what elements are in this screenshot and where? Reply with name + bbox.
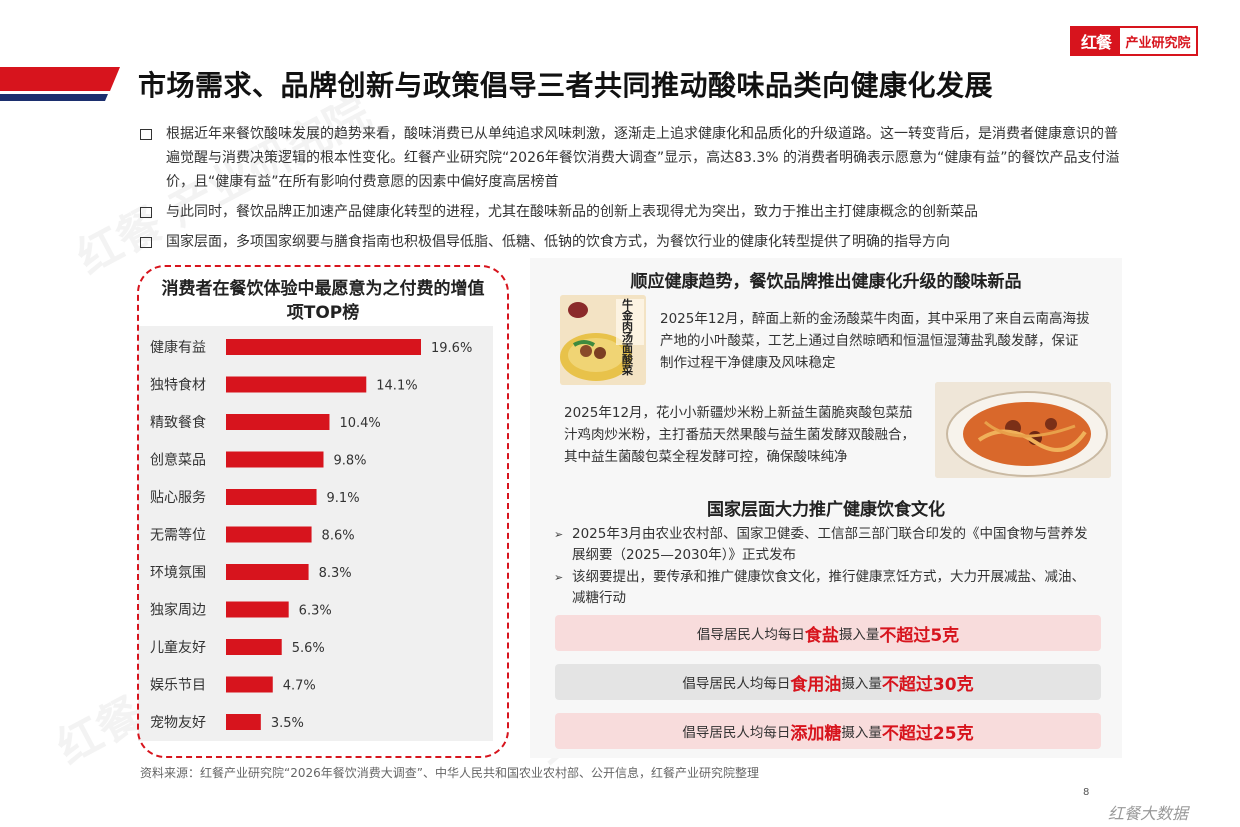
list-item: ➢ 该纲要提出，要传承和推广健康饮食文化，推行健康烹饪方式，大力开展减盐、减油、… bbox=[554, 567, 1094, 609]
bar-value-label: 4.7% bbox=[283, 679, 316, 694]
bar-value-label: 9.1% bbox=[327, 491, 360, 506]
chart-panel: 消费者在餐饮体验中最愿意为之付费的增值项TOP榜 bbox=[137, 265, 509, 758]
brand-innovation-heading: 顺应健康趋势，餐饮品牌推出健康化升级的酸味新品 bbox=[630, 272, 1022, 292]
bar bbox=[226, 339, 421, 355]
bar bbox=[226, 414, 330, 430]
bar bbox=[226, 489, 317, 505]
bar-category-label: 独家周边 bbox=[150, 602, 206, 619]
list-item: ➢ 2025年3月由农业农村部、国家卫健委、工信部三部门联合印发的《中国食物与营… bbox=[554, 524, 1094, 566]
pill-item: 食盐 bbox=[804, 625, 839, 646]
bar-category-label: 儿童友好 bbox=[150, 639, 206, 656]
pill-mid: 摄入量 bbox=[841, 725, 882, 741]
bar-category-label: 环境氛围 bbox=[150, 565, 206, 581]
bar-value-label: 8.3% bbox=[319, 566, 352, 581]
title-accent-stripes bbox=[0, 67, 120, 101]
brand-logo: 红餐 产业研究院 bbox=[1070, 26, 1198, 56]
bar bbox=[226, 564, 309, 580]
intro-bullets: 根据近年来餐饮酸味发展的趋势来看，酸味消费已从单纯追求风味刺激，逐渐走上追求健康… bbox=[140, 122, 1120, 260]
policy-list: ➢ 2025年3月由农业农村部、国家卫健委、工信部三部门联合印发的《中国食物与营… bbox=[554, 524, 1094, 610]
intake-limit-salt: 倡导居民人均每日 食盐 摄入量 不超过5克 bbox=[555, 615, 1101, 651]
arrow-right-icon: ➢ bbox=[554, 528, 564, 541]
bar bbox=[226, 451, 324, 468]
bullet-item: 国家层面，多项国家纲要与膳食指南也积极倡导低脂、低糖、低钠的饮食方式，为餐饮行业… bbox=[140, 230, 1120, 254]
bar-category-label: 创意菜品 bbox=[150, 452, 206, 469]
bar-category-label: 无需等位 bbox=[150, 527, 206, 544]
bar bbox=[226, 526, 312, 543]
pill-mid: 摄入量 bbox=[841, 676, 882, 692]
bar bbox=[226, 714, 261, 730]
right-panel: 顺应健康趋势，餐饮品牌推出健康化升级的酸味新品 牛金肉汤面酸菜 2025年12月… bbox=[530, 258, 1122, 758]
bullet-item: 根据近年来餐饮酸味发展的趋势来看，酸味消费已从单纯追求风味刺激，逐渐走上追求健康… bbox=[140, 122, 1120, 194]
chart-title: 消费者在餐饮体验中最愿意为之付费的增值项TOP榜 bbox=[139, 277, 507, 325]
bullet-text: 与此同时，餐饮品牌正加速产品健康化转型的进程，尤其在酸味新品的创新上表现得尤为突… bbox=[166, 204, 978, 220]
pill-prefix: 倡导居民人均每日 bbox=[682, 676, 791, 692]
pill-item: 添加糖 bbox=[790, 723, 842, 744]
bar bbox=[226, 639, 282, 655]
square-bullet-icon bbox=[140, 207, 152, 218]
intake-limit-sugar: 倡导居民人均每日 添加糖 摄入量 不超过25克 bbox=[555, 713, 1101, 749]
pill-limit: 不超过25克 bbox=[881, 723, 974, 744]
page-title: 市场需求、品牌创新与政策倡导三者共同推动酸味品类向健康化发展 bbox=[138, 69, 994, 102]
chart-title-text: 消费者在餐饮体验中最愿意为之付费的增值项TOP榜 bbox=[161, 279, 485, 323]
footer-brand: 红餐大数据 bbox=[1108, 804, 1189, 823]
bullet-item: 与此同时，餐饮品牌正加速产品健康化转型的进程，尤其在酸味新品的创新上表现得尤为突… bbox=[140, 200, 1120, 224]
intake-limit-oil: 倡导居民人均每日 食用油 摄入量 不超过30克 bbox=[555, 664, 1101, 700]
square-bullet-icon bbox=[140, 129, 152, 140]
bar-category-label: 健康有益 bbox=[150, 339, 206, 356]
pill-item: 食用油 bbox=[790, 674, 842, 695]
bar-value-label: 6.3% bbox=[299, 604, 332, 619]
soup-noodle-image: 牛金肉汤面酸菜 bbox=[560, 295, 646, 385]
chart-background bbox=[138, 326, 493, 741]
bar bbox=[226, 376, 367, 393]
bullet-text: 国家层面，多项国家纲要与膳食指南也积极倡导低脂、低糖、低钠的饮食方式，为餐饮行业… bbox=[166, 234, 950, 250]
pill-mid: 摄入量 bbox=[838, 627, 880, 643]
bar bbox=[226, 676, 273, 693]
product-desc-1: 2025年12月，醉面上新的金汤酸菜牛肉面，其中采用了来自云南高海拔产地的小叶酸… bbox=[660, 311, 1090, 371]
bar bbox=[226, 601, 289, 618]
page-number: 8 bbox=[1083, 787, 1090, 798]
list-item-text: 该纲要提出，要传承和推广健康饮食文化，推行健康烹饪方式，大力开展减盐、减油、减糖… bbox=[572, 569, 1085, 606]
policy-heading: 国家层面大力推广健康饮食文化 bbox=[707, 500, 945, 520]
bar-category-label: 精致餐食 bbox=[150, 414, 206, 431]
bar-category-label: 贴心服务 bbox=[150, 490, 206, 506]
pill-limit: 不超过30克 bbox=[881, 674, 974, 695]
list-item-text: 2025年3月由农业农村部、国家卫健委、工信部三部门联合印发的《中国食物与营养发… bbox=[572, 526, 1088, 563]
bar-value-label: 19.6% bbox=[431, 341, 472, 356]
pill-prefix: 倡导居民人均每日 bbox=[696, 627, 805, 643]
arrow-right-icon: ➢ bbox=[554, 571, 564, 584]
bar-value-label: 14.1% bbox=[376, 379, 417, 394]
bar-category-label: 独特食材 bbox=[150, 377, 206, 394]
bar-value-label: 10.4% bbox=[339, 416, 380, 431]
bar-value-label: 5.6% bbox=[292, 641, 325, 656]
bar-value-label: 9.8% bbox=[334, 454, 367, 469]
bar-value-label: 8.6% bbox=[322, 529, 355, 544]
pill-limit: 不超过5克 bbox=[879, 625, 960, 646]
bar-category-label: 娱乐节目 bbox=[150, 678, 206, 694]
product-desc-2: 2025年12月，花小小新疆炒米粉上新益生菌脆爽酸包菜茄汁鸡肉炒米粉，主打番茄天… bbox=[564, 405, 915, 465]
bar-category-label: 宠物友好 bbox=[150, 715, 206, 731]
soup-noodle-image-label: 牛金肉汤面酸菜 bbox=[622, 298, 633, 377]
bar-chart: 健康有益 19.6% 独特食材 14.1% 精致餐食 10.4% 创意菜品 9.8% 贴心服务 9… bbox=[150, 339, 472, 731]
logo-mark: 红餐 bbox=[1072, 28, 1120, 54]
pill-prefix: 倡导居民人均每日 bbox=[682, 725, 791, 741]
fried-noodle-image bbox=[935, 382, 1111, 478]
bullet-text: 根据近年来餐饮酸味发展的趋势来看，酸味消费已从单纯追求风味刺激，逐渐走上追求健康… bbox=[166, 126, 1120, 190]
logo-name: 产业研究院 bbox=[1125, 35, 1191, 51]
source-note: 资料来源：红餐产业研究院“2026年餐饮消费大调查”、中华人民共和国农业农村部、… bbox=[140, 766, 759, 780]
bar-value-label: 3.5% bbox=[271, 716, 304, 731]
square-bullet-icon bbox=[140, 237, 152, 248]
